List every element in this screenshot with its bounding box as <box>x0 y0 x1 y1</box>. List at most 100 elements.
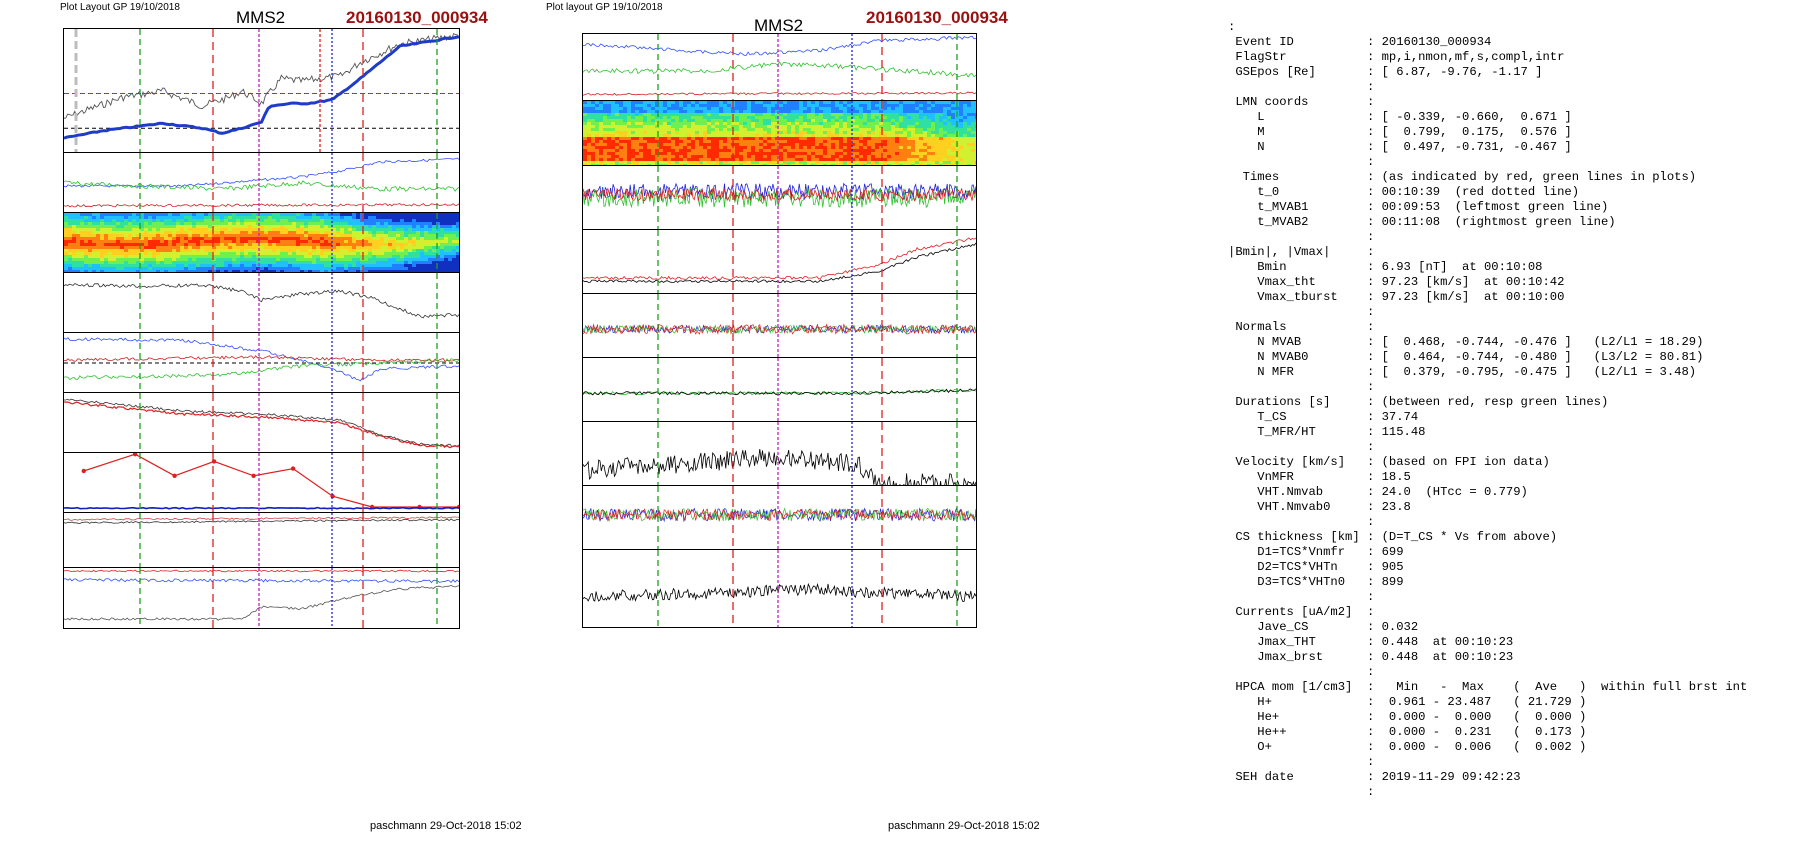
info-line: : <box>1228 380 1375 394</box>
left-panel-3 <box>63 272 460 334</box>
middle-footer: paschmann 29-Oct-2018 15:02 <box>888 820 1040 832</box>
info-line: HPCA mom [1/cm3] : Min - Max ( Ave ) wit… <box>1228 680 1748 694</box>
info-line: : <box>1228 785 1375 799</box>
info-line: Durations [s] : (between red, resp green… <box>1228 395 1609 409</box>
left-panel-8 <box>63 567 460 629</box>
info-line: He++ : 0.000 - 0.231 ( 0.173 ) <box>1228 725 1587 739</box>
left-panel-7 <box>63 512 460 569</box>
left-panel-6-plot <box>64 453 459 513</box>
info-line: VnMFR : 18.5 <box>1228 470 1411 484</box>
left-panel-5-plot <box>64 393 459 453</box>
info-line: CS thickness [km] : (D=T_CS * Vs from ab… <box>1228 530 1558 544</box>
info-line: T_CS : 37.74 <box>1228 410 1419 424</box>
info-line: N MVAB0 : [ 0.464, -0.744, -0.480 ] (L3/… <box>1228 350 1704 364</box>
middle-panel-7 <box>582 485 977 551</box>
left-panel-1 <box>63 152 460 214</box>
info-line: : <box>1228 305 1375 319</box>
event-info-text: : Event ID : 20160130_000934 FlagStr : m… <box>1228 20 1747 800</box>
info-line: : <box>1228 230 1375 244</box>
info-line: Jmax_THT : 0.448 at 00:10:23 <box>1228 635 1514 649</box>
info-line: LMN coords : <box>1228 95 1375 109</box>
middle-panel-5 <box>582 357 977 423</box>
middle-panel-4 <box>582 293 977 359</box>
info-line: : <box>1228 20 1236 34</box>
info-line: D3=TCS*VHTn0 : 899 <box>1228 575 1404 589</box>
info-line: Jmax_brst : 0.448 at 00:10:23 <box>1228 650 1514 664</box>
info-line: : <box>1228 440 1375 454</box>
info-line: : <box>1228 155 1375 169</box>
info-line: t_MVAB2 : 00:11:08 (rightmost green line… <box>1228 215 1616 229</box>
middle-event-title: 20160130_000934 <box>866 8 1008 27</box>
middle-panel-3-plot <box>583 230 976 294</box>
data-point <box>81 468 86 474</box>
info-line: : <box>1228 755 1375 769</box>
left-event-title: 20160130_000934 <box>346 8 488 27</box>
middle-panel-3 <box>582 229 977 295</box>
info-line: t_0 : 00:10:39 (red dotted line) <box>1228 185 1580 199</box>
info-line: : <box>1228 665 1375 679</box>
middle-panel-0 <box>582 33 977 102</box>
left-panel-1-plot <box>64 153 459 213</box>
middle-panel-0-plot <box>583 34 976 101</box>
left-panel-4 <box>63 332 460 394</box>
middle-panel-6 <box>582 421 977 487</box>
data-point <box>172 473 177 478</box>
middle-panel-2 <box>582 165 977 231</box>
middle-panel-5-plot <box>583 358 976 422</box>
info-line: FlagStr : mp,i,nmon,mf,s,compl,intr <box>1228 50 1565 64</box>
info-line: Jave_CS : 0.032 <box>1228 620 1419 634</box>
info-line: D1=TCS*Vnmfr : 699 <box>1228 545 1404 559</box>
data-point <box>132 453 138 457</box>
middle-panel-1 <box>582 100 977 167</box>
left-panel-4-plot <box>64 333 459 393</box>
left-panel-2-plot <box>64 213 459 273</box>
left-panel-6 <box>63 452 460 514</box>
middle-spacecraft-title: MMS2 <box>754 16 804 35</box>
middle-panel-8-plot <box>583 550 976 627</box>
middle-panel-8 <box>582 549 977 628</box>
info-line: Bmin : 6.93 [nT] at 00:10:08 <box>1228 260 1543 274</box>
left-panel-0 <box>63 28 460 154</box>
left-layout-label: Plot Layout GP 19/10/2018 <box>60 2 180 13</box>
left-footer: paschmann 29-Oct-2018 15:02 <box>370 820 522 832</box>
middle-panel-1-plot <box>583 101 976 166</box>
info-line: : <box>1228 515 1375 529</box>
info-line: N MFR : [ 0.379, -0.795, -0.475 ] (L2/L1… <box>1228 365 1697 379</box>
info-line: O+ : 0.000 - 0.006 ( 0.002 ) <box>1228 740 1587 754</box>
info-line: VHT.Nmvab0 : 23.8 <box>1228 500 1411 514</box>
left-panel-5 <box>63 392 460 454</box>
info-line: Normals : <box>1228 320 1375 334</box>
info-line: |Bmin|, |Vmax| : <box>1228 245 1375 259</box>
info-line: : <box>1228 590 1375 604</box>
left-ion-spectrogram <box>64 213 459 273</box>
info-line: GSEpos [Re] : [ 6.87, -9.76, -1.17 ] <box>1228 65 1543 79</box>
middle-panel-4-plot <box>583 294 976 358</box>
info-line: t_MVAB1 : 00:09:53 (leftmost green line) <box>1228 200 1609 214</box>
middle-panel-6-plot <box>583 422 976 486</box>
middle-panel-7-plot <box>583 486 976 550</box>
info-line: N : [ 0.497, -0.731, -0.467 ] <box>1228 140 1572 154</box>
info-line: SEH date : 2019-11-29 09:42:23 <box>1228 770 1521 784</box>
left-panel-2 <box>63 212 460 274</box>
info-line: M : [ 0.799, 0.175, 0.576 ] <box>1228 125 1572 139</box>
left-panel-0-plot <box>64 29 459 153</box>
info-line: N MVAB : [ 0.468, -0.744, -0.476 ] (L2/L… <box>1228 335 1704 349</box>
data-point <box>251 473 256 478</box>
middle-electron-spectrogram <box>583 101 976 166</box>
middle-panel-2-plot <box>583 166 976 230</box>
left-spacecraft-title: MMS2 <box>236 8 286 27</box>
info-line: L : [ -0.339, -0.660, 0.671 ] <box>1228 110 1572 124</box>
info-line: D2=TCS*VHTn : 905 <box>1228 560 1404 574</box>
left-panel-7-plot <box>64 513 459 568</box>
info-line: Times : (as indicated by red, green line… <box>1228 170 1697 184</box>
info-line: VHT.Nmvab : 24.0 (HTcc = 0.779) <box>1228 485 1528 499</box>
info-line: : <box>1228 80 1375 94</box>
info-line: T_MFR/HT : 115.48 <box>1228 425 1426 439</box>
info-line: Event ID : 20160130_000934 <box>1228 35 1492 49</box>
info-line: Vmax_tht : 97.23 [km/s] at 00:10:42 <box>1228 275 1565 289</box>
info-line: Vmax_tburst : 97.23 [km/s] at 00:10:00 <box>1228 290 1565 304</box>
info-line: Currents [uA/m2] : <box>1228 605 1375 619</box>
data-point <box>290 466 296 471</box>
left-panel-3-plot <box>64 273 459 333</box>
info-line: He+ : 0.000 - 0.000 ( 0.000 ) <box>1228 710 1587 724</box>
